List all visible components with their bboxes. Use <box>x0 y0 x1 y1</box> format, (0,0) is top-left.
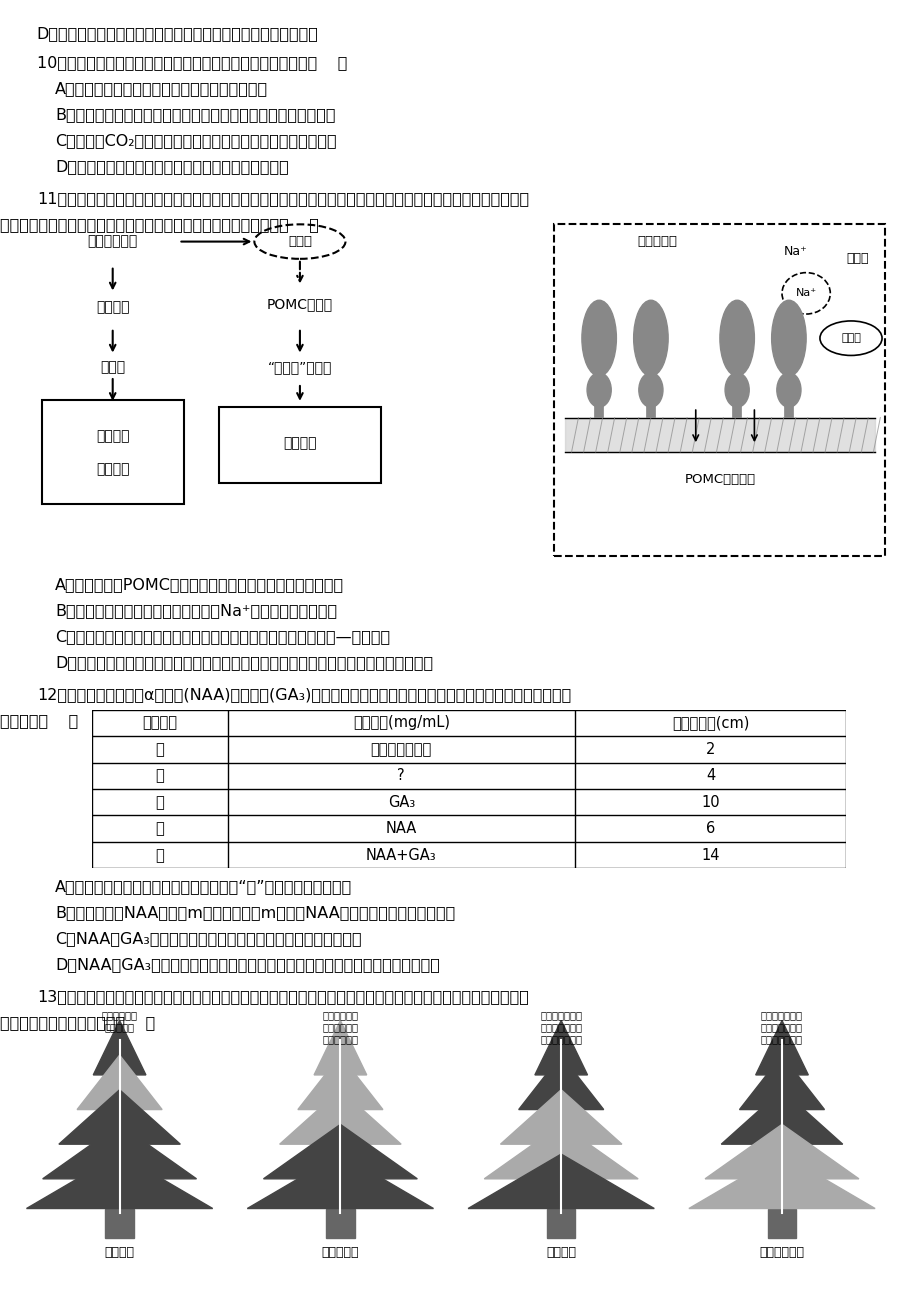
Text: C．NAA与GA₃可调节植物基因表达，二者混合使用具有协同作用: C．NAA与GA₃可调节植物基因表达，二者混合使用具有协同作用 <box>55 931 361 947</box>
Text: 中上部新生针
叶区、嫩芽区
与较老针叶区: 中上部新生针 叶区、嫩芽区 与较老针叶区 <box>322 1010 358 1044</box>
Polygon shape <box>483 1125 638 1178</box>
Text: 甲: 甲 <box>155 742 165 756</box>
Polygon shape <box>279 1090 401 1144</box>
Text: 栗颊林莺: 栗颊林莺 <box>105 1246 134 1259</box>
Text: 实验分组: 实验分组 <box>142 715 177 730</box>
Text: 12．下表为适宜浓度的α萍乙酸(NAA)和赤霉素(GA₃)溶液对燕麦胚芽鷣生长影响的实验结果。据表分析，下列说法: 12．下表为适宜浓度的α萍乙酸(NAA)和赤霉素(GA₃)溶液对燕麦胚芽鷣生长影… <box>37 687 571 703</box>
Text: 尼古丁受体: 尼古丁受体 <box>637 234 677 247</box>
Text: Na⁺: Na⁺ <box>783 245 807 258</box>
Polygon shape <box>247 1154 433 1208</box>
Text: POMC神经元: POMC神经元 <box>267 297 333 311</box>
Text: 丙: 丙 <box>155 794 165 810</box>
Text: C．尼古丁刺激下丘脑最终引起脂肪细胞产热增加的过程属于神经—体液调节: C．尼古丁刺激下丘脑最终引起脂肪细胞产热增加的过程属于神经—体液调节 <box>55 629 390 644</box>
Ellipse shape <box>724 372 748 408</box>
Text: 4: 4 <box>705 768 714 784</box>
Ellipse shape <box>633 301 667 376</box>
Polygon shape <box>534 1021 587 1075</box>
Text: 乙: 乙 <box>155 768 165 784</box>
Polygon shape <box>547 1208 574 1238</box>
Text: 尼古丁: 尼古丁 <box>845 251 868 264</box>
Text: 道，可作用于自主神经系统，如下图所示。下列相关叙述正确的是（    ）: 道，可作用于自主神经系统，如下图所示。下列相关叙述正确的是（ ） <box>0 217 319 233</box>
Polygon shape <box>93 1021 146 1075</box>
Polygon shape <box>42 1125 197 1178</box>
FancyBboxPatch shape <box>219 408 380 483</box>
Text: D．现代栽培萍苣与野生萍苣代谢水平的差异说明形成了新的物种: D．现代栽培萍苣与野生萍苣代谢水平的差异说明形成了新的物种 <box>37 26 318 42</box>
Polygon shape <box>739 1055 823 1109</box>
Polygon shape <box>298 1055 382 1109</box>
Text: B．尼古丁能改变受体的形状，从而为Na⁺的跨膜运输提供能量: B．尼古丁能改变受体的形状，从而为Na⁺的跨膜运输提供能量 <box>55 603 337 618</box>
Text: 错误的是（    ）: 错误的是（ ） <box>0 713 78 729</box>
Text: 10．北京冬奥会短道速滑比赛中，运动员机体会出现的变化是（    ）: 10．北京冬奥会短道速滑比赛中，运动员机体会出现的变化是（ ） <box>37 55 346 70</box>
Polygon shape <box>313 1021 367 1075</box>
Text: 14: 14 <box>700 848 719 863</box>
Ellipse shape <box>581 301 616 376</box>
Text: C．血浆中CO₂浓度升高，刺激下丘脑呼吸中枢，呼吸加快加深: C．血浆中CO₂浓度升高，刺激下丘脑呼吸中枢，呼吸加快加深 <box>55 133 336 148</box>
Polygon shape <box>754 1021 808 1075</box>
Bar <box>564 418 874 452</box>
Text: 丁: 丁 <box>155 822 165 836</box>
Polygon shape <box>77 1055 162 1109</box>
Text: 胚芽鷣初始长度: 胚芽鷣初始长度 <box>370 742 431 756</box>
Text: 下丘脑神经元: 下丘脑神经元 <box>87 234 138 249</box>
Text: 13．生态学家对某地云杉林中四种林莺的生态需求进行了研究，四种林莺主要觅食树皮和树叶上的昆虫，觅食部位: 13．生态学家对某地云杉林中四种林莺的生态需求进行了研究，四种林莺主要觅食树皮和… <box>37 990 528 1005</box>
Text: A．该实验的自变量为溶液种类不同，表中“？”处理方式为清水处理: A．该实验的自变量为溶液种类不同，表中“？”处理方式为清水处理 <box>55 879 352 894</box>
Text: 产热增加: 产热增加 <box>96 462 130 477</box>
Polygon shape <box>518 1055 603 1109</box>
FancyBboxPatch shape <box>42 400 184 504</box>
Polygon shape <box>263 1125 417 1178</box>
Text: NAA+GA₃: NAA+GA₃ <box>366 848 437 863</box>
Text: 栗胸林莺: 栗胸林莺 <box>546 1246 575 1259</box>
Text: “饱腹感”神经元: “饱腹感”神经元 <box>267 361 332 375</box>
Text: A．大量出汗导致失水较多，抗利尿激素分泌增加: A．大量出汗导致失水较多，抗利尿激素分泌增加 <box>55 81 268 96</box>
Text: D．戝烟后交感神经减弱，肾上腺素含量会减少，脂肪的分解程度下降，体重也随之下降: D．戝烟后交感神经减弱，肾上腺素含量会减少，脂肪的分解程度下降，体重也随之下降 <box>55 655 433 671</box>
Text: 无地衣区及有地
衣覆盖的较低树
干与中层枝条区: 无地衣区及有地 衣覆盖的较低树 干与中层枝条区 <box>760 1010 802 1044</box>
Polygon shape <box>27 1154 212 1208</box>
Polygon shape <box>468 1154 653 1208</box>
Text: Na⁺: Na⁺ <box>795 288 816 298</box>
Text: ?: ? <box>397 768 404 784</box>
Text: D．NAA与GA₃是由植物产生，由产生部位运输到作用部位且具有微量而高效的特点: D．NAA与GA₃是由植物产生，由产生部位运输到作用部位且具有微量而高效的特点 <box>55 957 439 973</box>
Text: 胚芽鷣长度(cm): 胚芽鷣长度(cm) <box>671 715 748 730</box>
Polygon shape <box>704 1125 858 1178</box>
Ellipse shape <box>776 372 800 408</box>
Text: 肾上腺: 肾上腺 <box>100 361 125 375</box>
Ellipse shape <box>719 301 754 376</box>
Text: 脂肪细胞: 脂肪细胞 <box>96 430 130 444</box>
Text: GA₃: GA₃ <box>387 794 414 810</box>
Text: 食欲下降: 食欲下降 <box>283 436 316 450</box>
Text: 黄腰白喃林莺: 黄腰白喃林莺 <box>759 1246 803 1259</box>
Text: NAA: NAA <box>385 822 416 836</box>
Polygon shape <box>500 1090 621 1144</box>
Text: POMC神经元膜: POMC神经元膜 <box>684 473 754 486</box>
Text: 交感神经: 交感神经 <box>96 301 130 314</box>
Polygon shape <box>720 1090 842 1144</box>
Text: 树顶新生针叶
区与嫩芽区: 树顶新生针叶 区与嫩芽区 <box>101 1010 138 1032</box>
Text: 6: 6 <box>705 822 714 836</box>
Text: 戊: 戊 <box>155 848 165 863</box>
Text: 如下图。下列叙述正确的是（    ）: 如下图。下列叙述正确的是（ ） <box>0 1016 155 1031</box>
Text: 溶液种类(mg/mL): 溶液种类(mg/mL) <box>352 715 449 730</box>
Text: D．副交感神经兴奋性加强，心率加快，胃肠蕊动减弱: D．副交感神经兴奋性加强，心率加快，胃肠蕊动减弱 <box>55 159 289 174</box>
Ellipse shape <box>638 372 663 408</box>
Ellipse shape <box>771 301 805 376</box>
Polygon shape <box>326 1208 354 1238</box>
Ellipse shape <box>586 372 610 408</box>
Text: B．若实验用的NAA浓度为m，则改用低于m浓度的NAA时，胚芽鷣长度不一定减少: B．若实验用的NAA浓度为m，则改用低于m浓度的NAA时，胚芽鷣长度不一定减少 <box>55 905 455 921</box>
Text: 黑噔绳林莺: 黑噔绳林莺 <box>322 1246 358 1259</box>
Text: 2: 2 <box>705 742 714 756</box>
Polygon shape <box>767 1208 795 1238</box>
Text: 尼古丁: 尼古丁 <box>840 333 860 344</box>
Text: 11．尼古丁是一种高度成瘾的物质，自然存在于烟草中。它是烟草烟雾中的活性成分，具有刺激性气味和辛辣的味: 11．尼古丁是一种高度成瘾的物质，自然存在于烟草中。它是烟草烟雾中的活性成分，具… <box>37 191 528 207</box>
Text: 尼古丁: 尼古丁 <box>288 236 312 249</box>
Polygon shape <box>106 1208 133 1238</box>
Polygon shape <box>688 1154 874 1208</box>
Text: 10: 10 <box>700 794 720 810</box>
Text: A．尼古丁刺激POMC神经元引起食欲下降的过程属于反射活动: A．尼古丁刺激POMC神经元引起食欲下降的过程属于反射活动 <box>55 577 344 592</box>
Text: B．血液中胰高血糖素增加，促进肌糖原分解为葡萄糖，提供能量: B．血液中胰高血糖素增加，促进肌糖原分解为葡萄糖，提供能量 <box>55 107 335 122</box>
Polygon shape <box>59 1090 180 1144</box>
Text: 老针叶区、无地
衣区及有地衣覆
盖的中层枝条区: 老针叶区、无地 衣区及有地衣覆 盖的中层枝条区 <box>539 1010 582 1044</box>
